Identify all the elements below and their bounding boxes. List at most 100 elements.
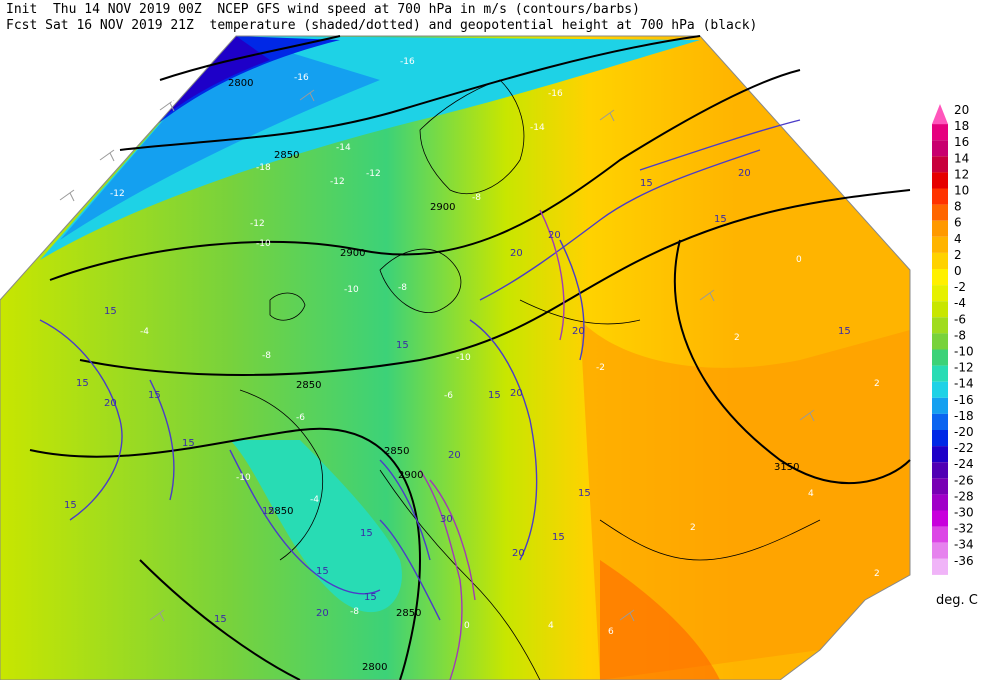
legend-value: 6 [954,216,962,230]
temperature-legend: 20181614121086420-2-4-6-8-10-12-14-16-18… [932,103,974,575]
legend-swatch [932,140,948,157]
legend-swatch [932,285,948,302]
wind-label: 15 [714,214,727,225]
wind-label: 20 [316,608,329,619]
header-forecast-line: Fcst Sat 16 NOV 2019 21Z temperature (sh… [6,18,758,33]
legend-swatch [932,301,948,318]
temp-label: 4 [808,489,814,499]
wind-label: 15 [182,438,195,449]
legend-swatch [932,188,948,205]
temp-label: -14 [336,143,351,153]
weather-map: 2800 2850 2900 2900 2850 2850 2900 3150 … [0,35,911,680]
legend-swatch [932,365,948,382]
temp-label: -8 [262,351,271,361]
header-init-line: Init Thu 14 NOV 2019 00Z NCEP GFS wind s… [6,2,640,17]
wind-label: 15 [316,566,329,577]
temp-label: -16 [548,89,563,99]
temp-label: -4 [140,327,149,337]
wind-label: 15 [640,178,653,189]
temp-label: -2 [596,363,605,373]
temp-label: -12 [250,219,265,229]
height-label: 3150 [774,462,799,473]
temp-label: -4 [310,495,319,505]
legend-value: 12 [954,167,969,181]
legend-swatch [932,269,948,286]
height-label: 2900 [340,248,365,259]
wind-barbs [59,89,815,622]
wind-label: 15 [360,528,373,539]
temp-label: 2 [734,333,740,343]
temp-label: -10 [256,239,271,249]
legend-value: 8 [954,200,962,214]
height-label: 2850 [274,150,299,161]
legend-swatch [932,462,948,479]
legend-swatch [932,156,948,173]
wind-label: 15 [578,488,591,499]
wind-label: 20 [104,398,117,409]
legend-value: -14 [954,377,974,391]
legend-swatch [932,236,948,253]
legend-value: 18 [954,119,969,133]
temp-label: -16 [294,73,309,83]
legend-swatch [932,220,948,237]
legend-value: 2 [954,248,962,262]
height-label: 2850 [268,506,293,517]
legend-swatch [932,124,948,141]
coastlines [239,79,821,680]
legend-swatch [932,478,948,495]
strong-wind-contours [419,209,565,680]
legend-swatch [932,104,948,125]
temp-label: -18 [256,163,271,173]
legend-swatch [932,204,948,221]
legend-swatch [932,558,948,575]
legend-value: -30 [954,506,974,520]
wind-label: 20 [572,326,585,337]
temp-label: 2 [874,379,880,389]
height-label: 2800 [228,78,253,89]
legend-value: -6 [954,312,966,326]
legend-value: -2 [954,280,966,294]
height-label: 2850 [296,380,321,391]
wind-label: 15 [262,506,275,517]
legend-value: -12 [954,361,974,375]
wind-label: 15 [104,306,117,317]
legend-swatch [932,494,948,511]
legend-value: -32 [954,522,974,536]
legend-value: -16 [954,393,974,407]
legend-value: -8 [954,328,966,342]
temp-label: -16 [400,57,415,67]
legend-value: -4 [954,296,966,310]
height-label: 2800 [362,662,387,673]
temp-label: 0 [796,255,802,265]
temp-label: -10 [344,285,359,295]
legend-swatch [932,252,948,269]
temp-label: -6 [296,413,305,423]
legend-swatch [932,317,948,334]
legend-value: 10 [954,184,969,198]
legend-value: -26 [954,473,974,487]
legend-swatch [932,333,948,350]
legend-value: -36 [954,554,974,568]
temp-label: -8 [398,283,407,293]
temp-label: -6 [444,391,453,401]
wind-label: 20 [512,548,525,559]
legend-value: -22 [954,441,974,455]
legend-units: deg. C [936,593,978,608]
temp-label: -8 [472,193,481,203]
legend-swatch [932,430,948,447]
legend-swatch [932,172,948,189]
temp-label: -14 [530,123,545,133]
wind-label: 15 [76,378,89,389]
wind-contours [39,119,801,621]
legend-swatch [932,397,948,414]
temp-label: 4 [548,621,554,631]
legend-value: 20 [954,103,969,117]
legend-value: 14 [954,151,969,165]
legend-value: 4 [954,232,962,246]
wind-label: 20 [510,248,523,259]
legend-swatch [932,381,948,398]
wind-label: 15 [396,340,409,351]
wind-label: 15 [364,592,377,603]
map-domain-border [0,35,911,680]
wind-label: 15 [552,532,565,543]
